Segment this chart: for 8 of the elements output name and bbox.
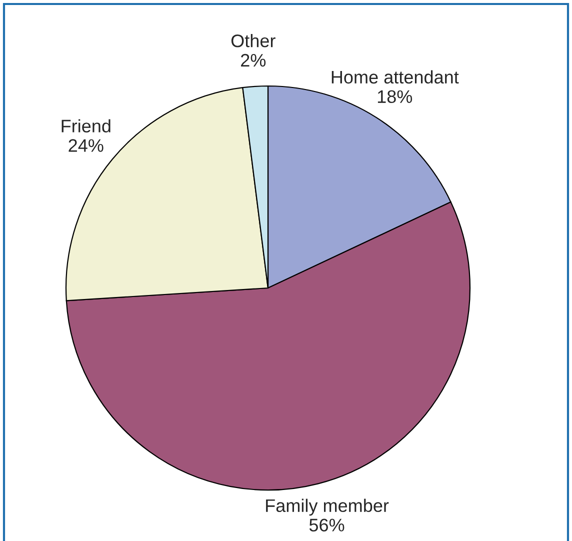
slice-label: Family member: [266, 498, 389, 516]
data-label: 56%: [309, 518, 344, 532]
data-label: 24%: [68, 139, 104, 152]
slice-label: Friend: [62, 119, 110, 132]
slice-label: Other: [231, 34, 276, 48]
slice-label: Home attendant: [332, 70, 459, 84]
data-label: 2%: [241, 54, 266, 67]
data-label: 18%: [378, 90, 412, 104]
